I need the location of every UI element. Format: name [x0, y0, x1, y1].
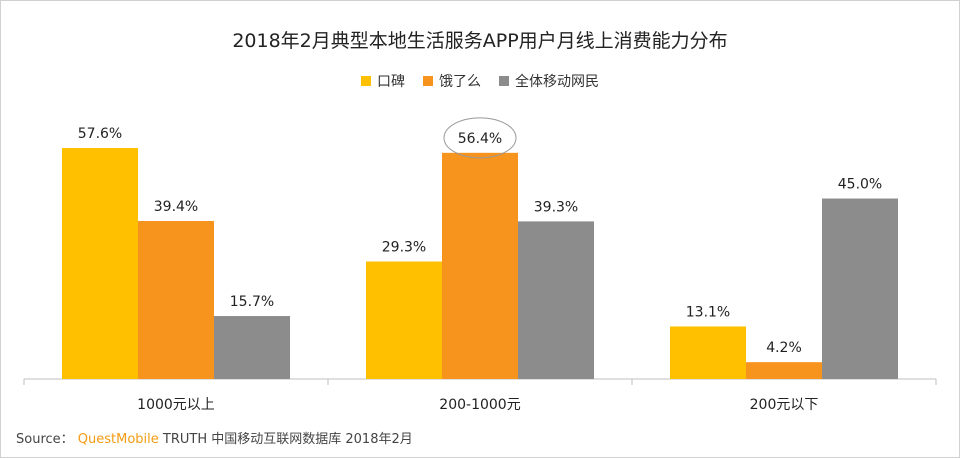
x-tick-label: 200-1000元 — [439, 397, 520, 413]
bar — [822, 198, 898, 379]
legend-item-koubei: 口碑 — [361, 71, 405, 91]
highlight-circle — [443, 117, 517, 159]
data-label: 4.2% — [766, 340, 802, 356]
data-label: 39.3% — [534, 199, 578, 215]
bar — [62, 148, 138, 379]
data-label: 57.6% — [78, 126, 122, 142]
bar — [746, 362, 822, 379]
source-brand: QuestMobile — [77, 432, 159, 447]
bar — [442, 152, 518, 379]
data-label: 45.0% — [838, 177, 882, 193]
chart-title: 2018年2月典型本地生活服务APP用户月线上消费能力分布 — [232, 30, 728, 52]
legend-swatch-all-users — [499, 76, 509, 86]
legend-swatch-eleme — [423, 76, 433, 86]
legend-item-all-users: 全体移动网民 — [499, 71, 599, 91]
bar — [670, 326, 746, 379]
data-label: 39.4% — [154, 199, 198, 215]
legend-label-eleme: 饿了么 — [439, 74, 481, 90]
bar — [518, 221, 594, 379]
source-text: TRUTH 中国移动互联网数据库 2018年2月 — [162, 432, 413, 447]
legend-label-koubei: 口碑 — [377, 74, 405, 90]
legend-swatch-koubei — [361, 76, 371, 86]
data-label: 13.1% — [686, 304, 730, 320]
chart-legend: 口碑 饿了么 全体移动网民 — [0, 71, 960, 91]
source-label: Source： — [16, 432, 74, 447]
bar — [138, 220, 214, 379]
data-label: 56.4% — [458, 131, 502, 147]
bar — [366, 261, 442, 379]
legend-label-all-users: 全体移动网民 — [515, 74, 599, 90]
data-label: 29.3% — [382, 239, 426, 255]
source-note: Source： QuestMobile TRUTH 中国移动互联网数据库 201… — [16, 428, 413, 447]
x-tick-label: 200元以下 — [750, 397, 819, 413]
x-tick-label: 1000元以上 — [137, 397, 215, 413]
data-label: 15.7% — [230, 294, 274, 310]
bar — [214, 316, 290, 379]
legend-item-eleme: 饿了么 — [423, 71, 481, 91]
